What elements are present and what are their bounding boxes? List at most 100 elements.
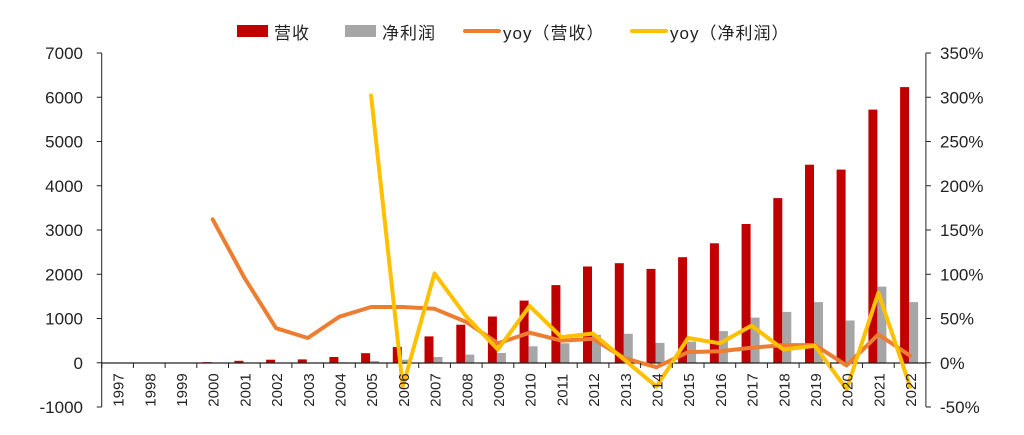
bar-revenue — [519, 300, 529, 363]
bar-net-profit — [433, 357, 443, 363]
bar-net-profit — [750, 317, 760, 363]
left-tick-label: 5000 — [45, 133, 83, 152]
bar-revenue — [805, 164, 814, 363]
right-tick-label: 200% — [940, 177, 983, 196]
x-tick-label: 1999 — [174, 373, 191, 406]
x-tick-label: 2019 — [808, 373, 825, 406]
bar-revenue — [297, 359, 307, 363]
left-tick-label: 6000 — [45, 88, 83, 107]
x-axis-ticks: 1997 1998 1999 2000 2001 2002 2003 2004 2005 2006… — [101, 363, 927, 407]
bar-net-profit — [655, 342, 665, 363]
bar-net-profit — [560, 343, 570, 363]
legend-label-yoy-revenue: yoy（营收） — [503, 23, 605, 43]
left-tick-label: 3000 — [45, 221, 83, 240]
axes — [101, 53, 927, 407]
chart-legend: 营收 净利润 yoy（营收） yoy（净利润） — [0, 18, 1024, 44]
bar-revenue — [424, 336, 434, 363]
right-tick-label: 300% — [940, 88, 983, 107]
legend-label-yoy-net-profit: yoy（净利润） — [670, 23, 790, 43]
x-tick-label: 2002 — [269, 373, 286, 406]
legend-item-revenue[interactable]: 营收 — [237, 18, 310, 44]
bar-revenue — [836, 169, 846, 363]
x-tick-label: 2007 — [428, 373, 445, 406]
legend-label-revenue: 营收 — [274, 23, 310, 43]
x-tick-label: 2004 — [332, 373, 349, 406]
left-y-axis-ticks: -1000 0 1000 2000 3000 4000 5000 6000 7000 — [40, 44, 102, 417]
x-tick-label: 2016 — [713, 373, 730, 406]
bar-revenue — [583, 266, 592, 363]
bar-revenue — [392, 347, 402, 363]
bar-net-profit — [845, 320, 855, 363]
bar-revenue — [266, 359, 276, 363]
legend-item-net-profit[interactable]: 净利润 — [345, 18, 436, 44]
bar-net-profit — [528, 346, 538, 363]
bar-net-profit — [718, 331, 728, 363]
legend-swatch-yoy-revenue — [463, 29, 501, 33]
bar-revenue — [709, 243, 719, 363]
x-tick-label: 2021 — [871, 373, 888, 406]
bar-revenue — [741, 224, 751, 363]
bar-net-profit — [782, 311, 792, 363]
right-y-axis-ticks: -50% 0% 50% 100% 150% 200% 250% 300% 350% — [925, 44, 983, 417]
x-tick-label: 2006 — [396, 373, 413, 406]
right-tick-label: 50% — [940, 310, 974, 329]
left-tick-label: 7000 — [45, 44, 83, 63]
line-yoy-net-profit — [369, 93, 913, 392]
legend-item-yoy-net-profit[interactable]: yoy（净利润） — [630, 18, 789, 44]
left-tick-label: 0 — [74, 354, 83, 373]
bar-revenue — [329, 357, 339, 363]
left-tick-label: -1000 — [40, 398, 83, 417]
bar-net-profit — [401, 359, 411, 363]
bar-revenue — [678, 257, 688, 363]
bar-revenue — [234, 360, 244, 363]
x-tick-label: 2017 — [745, 373, 762, 406]
x-tick-label: 2022 — [903, 373, 920, 406]
x-tick-label: 2014 — [649, 373, 666, 406]
x-tick-label: 2012 — [586, 373, 603, 406]
x-tick-label: 1998 — [142, 373, 159, 406]
left-tick-label: 2000 — [45, 265, 83, 284]
bar-net-profit — [909, 302, 919, 363]
left-tick-label: 1000 — [45, 310, 83, 329]
bar-net-profit — [592, 334, 601, 363]
bar-net-profit — [877, 286, 887, 363]
x-tick-label: 2015 — [681, 373, 698, 406]
bar-revenue — [868, 109, 878, 363]
bar-net-profit — [623, 333, 633, 363]
bar-revenue — [361, 353, 371, 363]
x-tick-label: 2001 — [237, 373, 254, 406]
x-tick-label: 2005 — [364, 373, 381, 406]
legend-item-yoy-revenue[interactable]: yoy（营收） — [463, 18, 604, 44]
bar-net-profit — [465, 354, 475, 363]
x-tick-label: 2009 — [491, 373, 508, 406]
bar-revenue — [773, 198, 783, 363]
legend-swatch-revenue — [237, 25, 268, 37]
legend-swatch-yoy-net-profit — [630, 29, 668, 33]
bar-revenue — [646, 268, 656, 363]
right-tick-label: 150% — [940, 221, 983, 240]
bar-revenue — [456, 324, 466, 363]
bar-revenue — [614, 263, 624, 363]
left-tick-label: 4000 — [45, 177, 83, 196]
right-tick-label: 100% — [940, 265, 983, 284]
x-tick-label: 2020 — [840, 373, 857, 406]
legend-swatch-net-profit — [345, 25, 376, 37]
x-tick-label: 2018 — [776, 373, 793, 406]
x-tick-label: 2010 — [523, 373, 540, 406]
right-tick-label: 350% — [940, 44, 983, 63]
line-series — [210, 93, 913, 392]
bar-net-profit — [370, 361, 380, 363]
x-tick-label: 2003 — [301, 373, 318, 406]
x-tick-label: 2000 — [206, 373, 223, 406]
right-tick-label: 250% — [940, 133, 983, 152]
line-yoy-revenue — [210, 217, 913, 370]
x-tick-label: 2013 — [618, 373, 635, 406]
bar-revenue — [900, 87, 910, 363]
right-tick-label: 0% — [940, 354, 965, 373]
x-tick-label: 2011 — [554, 374, 571, 406]
legend-label-net-profit: 净利润 — [382, 23, 436, 43]
bar-series — [202, 87, 919, 363]
bar-net-profit — [814, 302, 823, 363]
bar-revenue — [551, 285, 561, 363]
